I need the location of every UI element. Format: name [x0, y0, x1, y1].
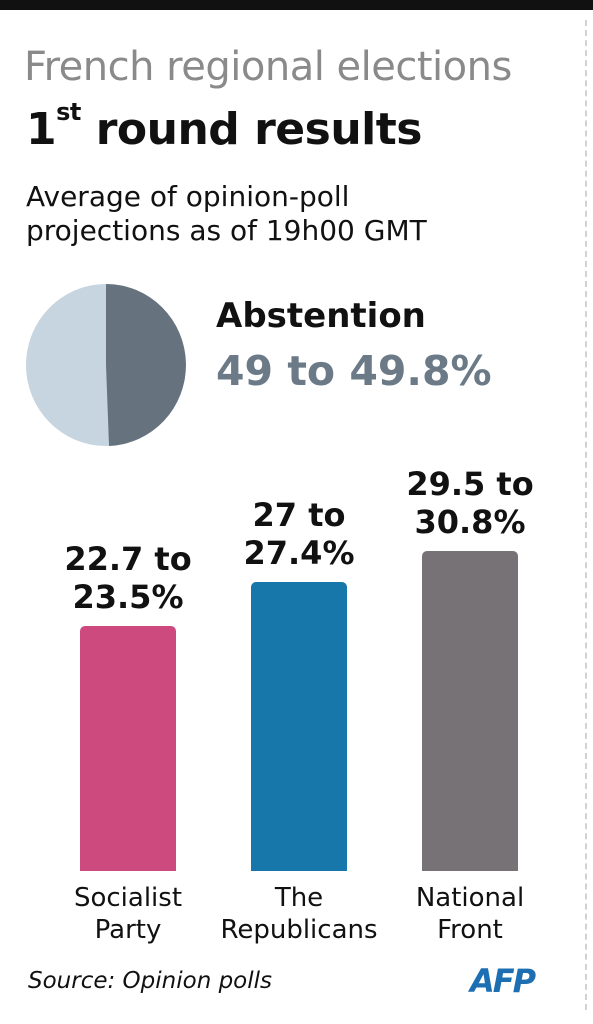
value-label-line: 22.7 to: [64, 539, 192, 578]
top-bar: [0, 0, 593, 10]
description-line-1: Average of opinion-poll: [26, 180, 350, 213]
category-label-1: The Republicans: [211, 882, 387, 946]
category-label-line: Socialist: [73, 883, 183, 913]
bar-2: [422, 550, 518, 871]
value-label-line: 23.5%: [72, 577, 184, 616]
bar-1: [251, 582, 347, 871]
value-label-line: 27 to: [252, 496, 346, 535]
chart-subtitle: 1st round results: [26, 98, 423, 155]
description-line-2: projections as of 19h00 GMT: [26, 214, 427, 247]
afp-logo: AFP: [470, 962, 536, 1000]
category-label-line: National: [415, 883, 525, 913]
abstention-label: Abstention: [216, 296, 426, 336]
category-label-line: The: [274, 883, 324, 913]
subtitle-superscript: st: [56, 98, 81, 126]
abstention-value: 49 to 49.8%: [216, 347, 492, 395]
chart-title: French regional elections: [24, 44, 512, 90]
category-label-2: National Front: [382, 882, 558, 946]
value-label-1: 27 to 27.4%: [214, 496, 384, 572]
value-label-line: 30.8%: [414, 502, 526, 541]
value-label-line: 27.4%: [243, 534, 355, 573]
category-label-0: Socialist Party: [40, 882, 216, 946]
subtitle-ordinal: 1: [26, 104, 57, 155]
pie-slice-abstention: [106, 284, 186, 446]
bar-0: [80, 625, 176, 871]
source-note: Source: Opinion polls: [28, 968, 273, 994]
subtitle-rest: round results: [80, 104, 423, 155]
value-label-0: 22.7 to 23.5%: [43, 540, 213, 616]
category-label-line: Party: [94, 915, 162, 945]
abstention-pie: [26, 284, 186, 446]
chart-description: Average of opinion-poll projections as o…: [26, 180, 486, 248]
value-label-line: 29.5 to: [406, 464, 534, 503]
category-label-line: Republicans: [220, 915, 378, 945]
dashed-border: [585, 20, 587, 1010]
value-label-2: 29.5 to 30.8%: [385, 465, 555, 541]
category-label-line: Front: [437, 915, 503, 945]
